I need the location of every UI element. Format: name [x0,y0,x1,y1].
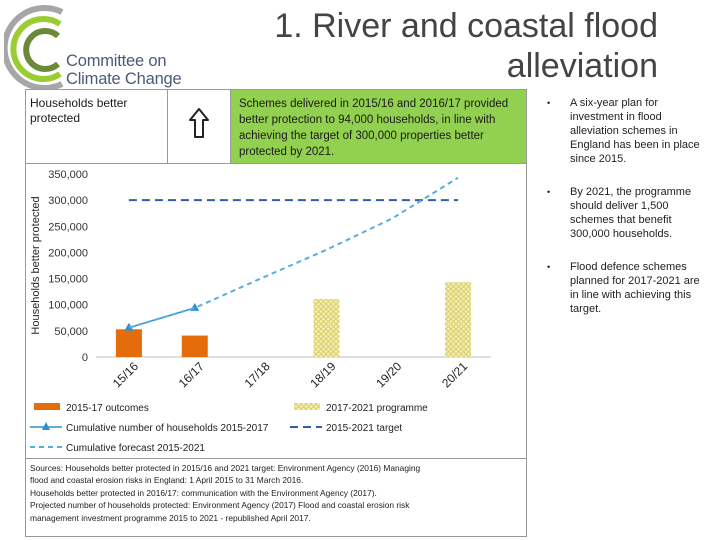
brand-name: Committee on Climate Change [66,52,182,88]
x-tick-label: 19/20 [373,359,404,390]
legend-swatch [34,403,60,410]
x-tick-label: 18/19 [307,359,338,390]
bullet-text: Flood defence schemes planned for 2017-2… [570,261,700,315]
y-tick-label: 250,000 [48,221,88,233]
bullet-item: • By 2021, the programme should deliver … [543,185,703,241]
title-line2: alleviation [506,47,658,85]
legend-label: 2015-17 outcomes [66,403,149,414]
y-tick-label: 350,000 [48,169,88,181]
legend-label: 2017-2021 programme [326,403,428,414]
programme-bar [313,298,340,357]
legend-label: Cumulative number of households 2015-201… [66,423,269,434]
logo-rings-icon [1,5,64,91]
sources-label: Sources: [30,463,64,473]
legend-swatch [294,403,320,410]
page-title: 1. River and coastal flood alleviation [274,6,658,86]
brand-line2: Climate Change [66,70,182,88]
x-tick-label: 16/17 [176,359,207,390]
x-tick-label: 20/21 [439,359,470,390]
metric-box: Households better protected [25,89,167,164]
trend-box [167,89,230,164]
dashed-series-line [128,176,459,329]
bullet-item: • Flood defence schemes planned for 2017… [543,260,703,316]
y-tick-label: 100,000 [48,300,88,312]
households-chart: 0 50,000 100,000 150,000 200,000 250,000 300,0… [30,169,491,454]
y-tick-label: 50,000 [54,326,88,338]
sources-line: flood and coastal erosion risks in Engla… [30,475,304,486]
bullet-text: By 2021, the programme should deliver 1,… [570,186,692,240]
outcome-bar [181,335,208,357]
y-tick-label: 300,000 [48,195,88,207]
x-tick-label: 17/18 [242,359,273,390]
bullet-list: • A six-year plan for investment in floo… [543,96,703,335]
outcome-bar [115,329,142,357]
y-tick-label: 0 [82,352,88,364]
sources-line: Projected number of households protected… [30,500,410,511]
sources-text: Sources: Households better protected in … [26,459,526,524]
bullet-text: A six-year plan for investment in flood … [570,97,700,165]
chart-panel: 0 50,000 100,000 150,000 200,000 250,000 300,0… [25,164,527,459]
brand-line1: Committee on [66,52,167,70]
x-tick-label: 15/16 [110,359,141,390]
y-tick-label: 150,000 [48,274,88,286]
sources-box: Sources: Households better protected in … [25,459,527,537]
summary-text: Schemes delivered in 2015/16 and 2016/17… [239,98,509,158]
sources-line: Households better protected in 2015/16 a… [63,463,421,473]
ccc-logo: Committee on Climate Change [1,4,204,91]
sources-line: Households better protected in 2016/17: … [30,487,377,498]
metric-label: Households better protected [30,96,128,125]
bullet-dot-icon: • [547,262,551,272]
sources-line: management investment programme 2015 to … [30,512,311,523]
programme-bar [445,282,472,357]
legend-label: Cumulative forecast 2015-2021 [66,443,205,454]
bullet-dot-icon: • [547,98,551,108]
y-axis-label: Households better protected [30,196,42,334]
title-line1: 1. River and coastal flood [274,7,658,45]
legend-label: 2015-2021 target [326,423,402,434]
bullet-item: • A six-year plan for investment in floo… [543,96,703,166]
bullet-dot-icon: • [547,187,551,197]
y-tick-label: 200,000 [48,247,88,259]
legend-marker [42,422,50,430]
up-arrow-icon [189,108,209,138]
summary-box: Schemes delivered in 2015/16 and 2016/17… [230,89,527,164]
